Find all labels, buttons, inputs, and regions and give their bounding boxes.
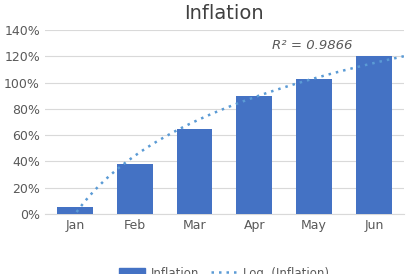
Bar — [236, 96, 272, 214]
Text: R² = 0.9866: R² = 0.9866 — [272, 39, 353, 52]
Bar — [177, 129, 213, 214]
Bar — [356, 56, 392, 214]
Title: Inflation: Inflation — [184, 4, 264, 23]
Bar — [296, 79, 332, 214]
Bar — [57, 207, 93, 214]
Bar — [117, 164, 153, 214]
Legend: Inflation, Log. (Inflation): Inflation, Log. (Inflation) — [115, 262, 334, 274]
